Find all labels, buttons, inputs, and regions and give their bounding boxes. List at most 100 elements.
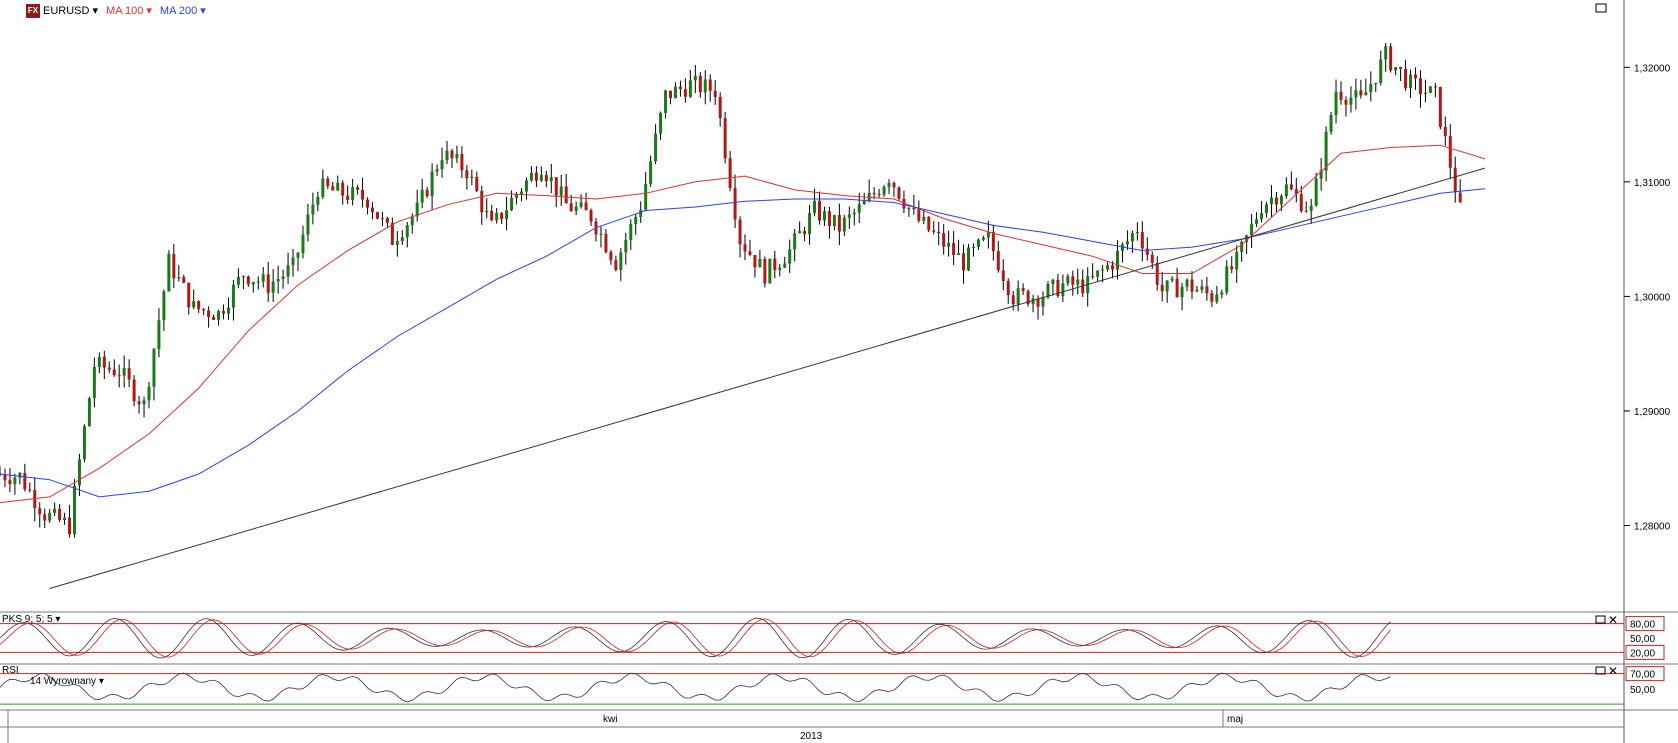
candle-body xyxy=(400,237,404,242)
candle-body xyxy=(976,239,980,247)
candle-body xyxy=(375,212,379,219)
candle-body xyxy=(371,207,374,213)
candle-body xyxy=(808,213,812,235)
candle-body xyxy=(1205,286,1209,294)
stoch-close-icon[interactable]: ✕ xyxy=(1608,613,1618,627)
candle-body xyxy=(1240,242,1244,252)
candle-body xyxy=(1116,250,1119,270)
stoch-d-line xyxy=(0,618,1392,658)
y-tick-label: 1,31000 xyxy=(1634,178,1671,189)
candle-body xyxy=(1359,90,1363,96)
candle-body xyxy=(688,80,692,97)
candle-body xyxy=(465,170,469,179)
candle-body xyxy=(1260,212,1264,220)
candle-body xyxy=(435,169,439,172)
candle-body xyxy=(1125,241,1129,245)
candle-body xyxy=(505,210,509,220)
candle-body xyxy=(1096,270,1100,277)
candle-body xyxy=(1409,74,1413,89)
stoch-label[interactable]: PKS 9; 5; 5 ▾ xyxy=(2,614,61,625)
candle-body xyxy=(450,150,454,159)
candle-body xyxy=(301,234,305,253)
candle-body xyxy=(18,473,22,478)
candle-body xyxy=(589,210,593,222)
candle-body xyxy=(1404,68,1408,89)
rsi-close-icon[interactable]: ✕ xyxy=(1608,664,1618,678)
candle-body xyxy=(1304,210,1308,212)
ma200-selector[interactable]: MA 200 ▾ xyxy=(159,5,206,17)
candle-body xyxy=(1160,284,1164,292)
candle-body xyxy=(669,90,672,99)
candle-body xyxy=(1150,254,1154,263)
candle-body xyxy=(1195,289,1199,292)
candle-body xyxy=(1036,298,1040,307)
candle-body xyxy=(77,459,81,486)
candle-body xyxy=(117,375,121,377)
candle-body xyxy=(1384,46,1388,60)
candle-body xyxy=(902,198,906,209)
candle-body xyxy=(276,278,280,282)
candle-body xyxy=(197,301,201,310)
candle-body xyxy=(798,231,802,234)
y-tick-label: 1,30000 xyxy=(1634,292,1671,303)
candle-body xyxy=(1279,196,1283,205)
candle-body xyxy=(38,508,42,515)
candle-body xyxy=(887,182,891,188)
candle-body xyxy=(1334,91,1338,116)
candle-body xyxy=(564,186,568,204)
candle-body xyxy=(217,311,221,320)
candle-body xyxy=(13,477,17,485)
stoch-level-label: 50,00 xyxy=(1630,634,1655,645)
candle-body xyxy=(1076,279,1080,285)
candle-body xyxy=(440,160,444,170)
candle-body xyxy=(470,176,474,179)
candle-body xyxy=(1329,115,1333,132)
candle-body xyxy=(803,231,807,235)
ma100-selector[interactable]: MA 100 ▾ xyxy=(106,5,152,17)
candle-body xyxy=(346,195,350,200)
candle-body xyxy=(1414,74,1417,79)
candles xyxy=(0,43,1462,538)
candle-body xyxy=(1250,223,1254,236)
candle-body xyxy=(1215,294,1219,302)
stoch-level-label: 80,00 xyxy=(1630,620,1655,631)
series-lines xyxy=(0,144,1486,589)
stoch-k-line xyxy=(0,617,1391,659)
candle-body xyxy=(1284,184,1288,197)
candle-body xyxy=(226,307,230,314)
candle-body xyxy=(654,133,658,162)
candle-body xyxy=(967,247,970,271)
ma-100-line xyxy=(0,144,1486,504)
candle-body xyxy=(1374,82,1378,85)
candle-body xyxy=(862,200,866,205)
candle-body xyxy=(1443,126,1447,137)
candle-body xyxy=(236,277,240,285)
candle-body xyxy=(673,86,677,99)
rsi-maximize-icon[interactable] xyxy=(1595,666,1606,675)
candle-body xyxy=(1399,67,1403,69)
candle-body xyxy=(356,187,360,190)
trendline-line xyxy=(49,167,1486,589)
candle-body xyxy=(634,216,638,225)
candle-body xyxy=(73,485,76,535)
candle-body xyxy=(475,176,479,192)
candle-body xyxy=(271,281,275,293)
candle-body xyxy=(778,267,782,270)
candle-body xyxy=(852,212,856,215)
candle-body xyxy=(385,218,389,223)
candle-body xyxy=(485,210,489,213)
candle-body xyxy=(296,252,300,258)
symbol-selector[interactable]: EURUSD ▾ xyxy=(43,5,99,17)
candle-body xyxy=(1269,197,1273,205)
candle-body xyxy=(256,281,260,283)
rsi-level-label: 70,00 xyxy=(1630,670,1655,681)
maximize-icon[interactable] xyxy=(1595,3,1607,13)
candle-body xyxy=(311,204,315,215)
rsi-sub-label[interactable]: 14 Wyrownany ▾ xyxy=(30,676,104,687)
stoch-maximize-icon[interactable] xyxy=(1595,615,1606,624)
candle-body xyxy=(1314,178,1318,206)
candle-body xyxy=(460,153,464,171)
candle-body xyxy=(892,182,896,188)
candle-body xyxy=(996,251,1000,271)
